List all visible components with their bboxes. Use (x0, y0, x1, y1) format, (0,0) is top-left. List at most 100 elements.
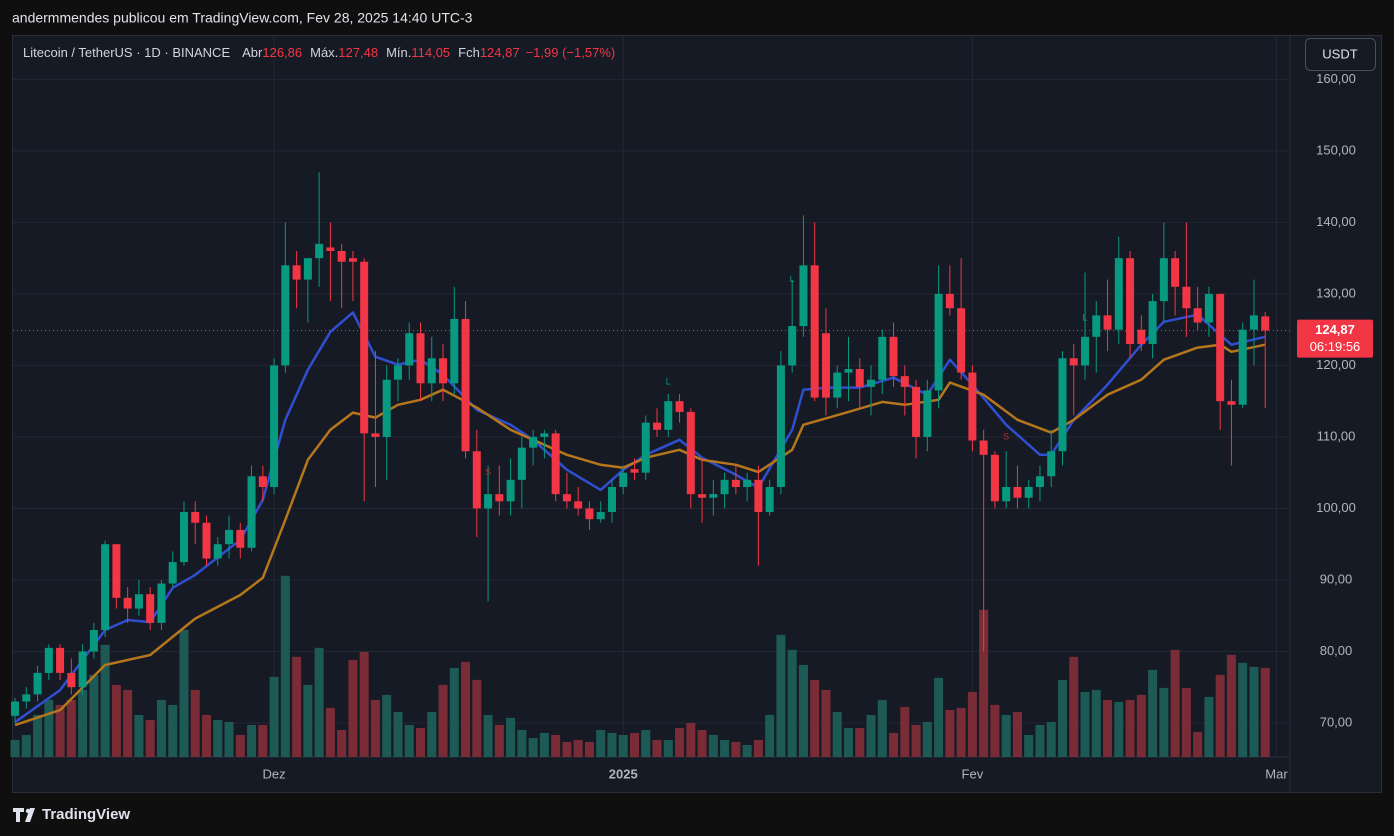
candle-body (506, 479, 515, 502)
volume-bar (348, 659, 358, 757)
chart-frame (12, 35, 1382, 793)
moving-average (14, 343, 1266, 727)
y-tick-label: 140,00 (1316, 214, 1356, 229)
volume-bar (55, 704, 65, 757)
volume-bar (1148, 669, 1158, 757)
candle-body (225, 529, 234, 545)
volume-bar (292, 656, 302, 757)
volume-bar (156, 699, 166, 757)
volume-bar (123, 689, 133, 757)
candle-body (619, 472, 628, 487)
candle-body (1261, 316, 1270, 331)
candle-body (709, 494, 718, 498)
candle-body (1216, 293, 1225, 402)
candle-body (393, 365, 402, 380)
logo-dot (25, 808, 31, 814)
volume-bar (111, 684, 121, 757)
volume-bar (584, 741, 594, 757)
candle-body (664, 401, 673, 430)
volume-bar (697, 729, 707, 757)
currency-button[interactable] (1305, 38, 1376, 71)
volume-bar (855, 727, 865, 757)
volume-bar (866, 714, 876, 757)
candles: S L L S L (11, 172, 1270, 723)
candle-body (382, 379, 391, 437)
volume-bar (990, 704, 1000, 757)
candle-body (1182, 286, 1191, 309)
candle-body (247, 476, 256, 548)
volume-bar (1125, 699, 1135, 757)
volume-bar (900, 706, 910, 757)
currency-button-label[interactable]: USDT (1322, 46, 1357, 61)
candle-body (698, 494, 707, 498)
volume-bar (1215, 674, 1225, 757)
volume-bar (731, 741, 741, 757)
legend-value: 127,48 (338, 45, 378, 60)
legend-name: Mín. (386, 45, 411, 60)
candle-body (1238, 329, 1247, 405)
candle-body (957, 308, 966, 373)
volume-bar (325, 707, 335, 757)
volume-bar (472, 679, 482, 757)
y-tick-label: 100,00 (1316, 500, 1356, 515)
volume-bar (1103, 699, 1113, 757)
volume-bar (1159, 687, 1169, 757)
volume-bar (483, 714, 493, 757)
candle-body (337, 251, 346, 262)
candle-body (1013, 486, 1022, 498)
volume-bar (753, 739, 763, 757)
volume-bar (979, 609, 989, 757)
candle-body (1024, 486, 1033, 498)
brand: TradingView (42, 806, 130, 823)
candle-body (157, 583, 166, 623)
candle-body (776, 365, 785, 487)
volume-bar (787, 649, 797, 757)
axes: 70,00 80,00 90,00 100,00 110,00 120,00 130,00 1… (13, 71, 1373, 781)
volume-bar (1136, 694, 1146, 757)
y-tick-label: 90,00 (1320, 571, 1353, 586)
candle-body (1148, 301, 1157, 344)
volume-bar (629, 732, 639, 757)
y-tick-label: 70,00 (1320, 714, 1353, 729)
volume-bar (798, 664, 808, 757)
signal-label: S (1003, 431, 1009, 441)
volume-bar (359, 651, 369, 757)
candle-body (990, 454, 999, 502)
candle-body (821, 333, 830, 398)
candle-body (641, 422, 650, 473)
candle-body (67, 672, 76, 688)
y-tick-label: 110,00 (1317, 428, 1356, 443)
volume-bar (1170, 649, 1180, 757)
candle-body (562, 494, 571, 502)
volume-bar (551, 734, 561, 757)
candle-body (146, 594, 155, 623)
candle-body (191, 512, 200, 523)
volume-bar (810, 679, 820, 757)
y-tick-label: 150,00 (1316, 142, 1356, 157)
volume-bar (269, 676, 279, 757)
candle-body (529, 436, 538, 448)
volume-bar (1024, 734, 1034, 757)
legend: Litecoin / TetherUS · 1D · BINANCE Abr126… (23, 45, 615, 60)
volume-bar (415, 727, 425, 757)
candle-body (1092, 315, 1101, 337)
volume-bar (1080, 691, 1090, 757)
volume-bar (607, 732, 617, 757)
candle-body (1047, 451, 1056, 477)
volume-bar (776, 634, 786, 757)
volume-bar (1057, 679, 1067, 757)
volume-bar (190, 689, 200, 757)
volume-bar (314, 647, 324, 757)
volume-bar (89, 674, 99, 757)
legend-name: Máx. (310, 45, 338, 60)
candle-body (484, 494, 493, 509)
volume-bar (1114, 701, 1124, 757)
candle-body (878, 336, 887, 380)
volume-bar (179, 629, 189, 757)
legend-name: Fch (458, 45, 480, 60)
candle-body (236, 529, 245, 548)
volume-bar (1001, 714, 1011, 757)
candle-body (867, 379, 876, 387)
candle-body (1103, 315, 1112, 330)
volume-bar (1181, 687, 1191, 757)
